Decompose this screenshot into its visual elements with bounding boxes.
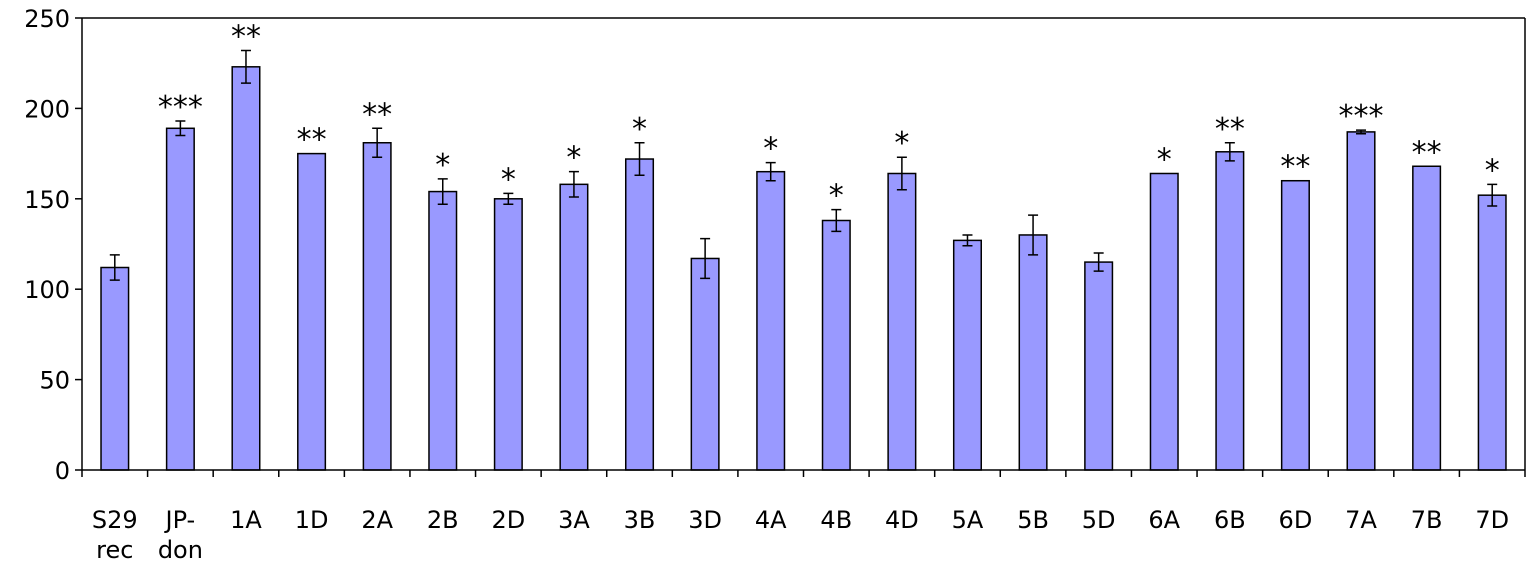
error-bars-group <box>109 49 1498 281</box>
x-tick-label: 6B <box>1214 506 1246 534</box>
error-bar <box>568 170 579 198</box>
bar-2a <box>362 142 392 471</box>
x-tick-label: 5B <box>1017 506 1049 534</box>
x-tick-label: 1A <box>230 506 262 534</box>
error-bar <box>634 142 645 177</box>
significance-label: *** <box>1339 99 1384 134</box>
significance-label: *** <box>158 90 203 125</box>
significance-labels-group: ********** ****** *********** <box>158 20 1500 214</box>
x-tick-label: 4A <box>755 506 787 534</box>
x-tick-label: JP-don <box>158 506 203 564</box>
bar-5b <box>1018 234 1048 471</box>
bar-1d <box>297 152 327 471</box>
bar-4d <box>887 172 917 471</box>
bar-3a <box>559 183 589 471</box>
significance-label: * <box>763 132 778 167</box>
error-bar <box>437 178 448 205</box>
bar-4a <box>756 170 786 471</box>
bar-7a <box>1346 131 1376 471</box>
x-tick-label: 2D <box>491 506 525 534</box>
bar-7d <box>1477 194 1507 471</box>
bar-3d <box>690 257 720 471</box>
significance-label: ** <box>297 123 327 158</box>
error-bar <box>1028 214 1039 256</box>
x-tick-label: 6D <box>1279 506 1313 534</box>
error-bar <box>372 127 383 158</box>
error-bar <box>1487 183 1498 207</box>
error-bar <box>503 192 514 205</box>
error-bar <box>1224 142 1235 162</box>
y-tick-label: 50 <box>39 367 70 395</box>
x-tick-label: 6A <box>1148 506 1180 534</box>
error-bar <box>700 237 711 280</box>
significance-label: ** <box>362 97 392 132</box>
x-tick-label: 2B <box>427 506 459 534</box>
axes-group <box>81 17 1526 477</box>
significance-label: * <box>1485 153 1500 188</box>
error-bar <box>831 208 842 233</box>
bar-7b <box>1412 165 1442 471</box>
bar-6b <box>1215 151 1245 471</box>
y-tick-label: 250 <box>24 5 70 33</box>
x-tick-label: 7A <box>1345 506 1377 534</box>
bar-4b <box>821 219 851 471</box>
x-tick-label: 4B <box>820 506 852 534</box>
y-tick-label: 150 <box>24 186 70 214</box>
significance-label: * <box>566 141 581 176</box>
significance-label: ** <box>1280 150 1310 185</box>
bar-5d <box>1084 261 1114 471</box>
error-bar <box>175 120 186 137</box>
error-bar <box>1356 129 1367 135</box>
x-tick-label: 4D <box>885 506 919 534</box>
significance-label: * <box>894 126 909 161</box>
y-tick-label: 0 <box>55 457 70 485</box>
x-tick-label: 3B <box>624 506 656 534</box>
bar-s29-rec <box>100 266 130 471</box>
bar-5a <box>952 239 983 471</box>
x-tick-label: 7D <box>1475 506 1509 534</box>
bar-jp--don <box>165 127 195 471</box>
x-tick-label: 3D <box>688 506 722 534</box>
significance-label: ** <box>1412 135 1442 170</box>
x-tick-label: 1D <box>295 506 329 534</box>
y-tick-label: 100 <box>24 276 70 304</box>
significance-label: * <box>829 179 844 214</box>
bar-3b <box>624 158 655 471</box>
x-tick-label: 5D <box>1082 506 1116 534</box>
bar-6a <box>1149 172 1179 471</box>
bar-6d <box>1280 179 1310 471</box>
error-bar <box>962 234 973 247</box>
significance-label: ** <box>231 20 261 55</box>
x-tick-label: 5A <box>952 506 984 534</box>
significance-label: * <box>501 162 516 197</box>
error-bar <box>240 49 251 84</box>
y-ticks-group: 0 50 100 150 200 250 <box>24 5 82 485</box>
error-bar <box>765 161 776 182</box>
error-bar <box>1093 252 1104 272</box>
x-tick-label: 7B <box>1411 506 1443 534</box>
bar-2d <box>493 198 523 471</box>
bar-1a <box>231 66 261 471</box>
y-tick-label: 200 <box>24 95 70 123</box>
bar-2b <box>428 190 458 471</box>
significance-label: * <box>435 148 450 183</box>
x-tick-label: 2A <box>361 506 393 534</box>
error-bar <box>109 254 120 281</box>
significance-label: ** <box>1215 112 1245 147</box>
x-tick-label: 3A <box>558 506 590 534</box>
significance-label: * <box>632 112 647 147</box>
error-bar <box>896 156 907 191</box>
x-ticks-group: S29 rec JP-don 1A 1D 2A 2B 2D 3A 3B 3D 4A 4B 4D 5A 5B 5D… <box>92 506 1509 564</box>
significance-label: * <box>1157 142 1172 177</box>
x-tick-label: S29 rec <box>92 506 138 564</box>
